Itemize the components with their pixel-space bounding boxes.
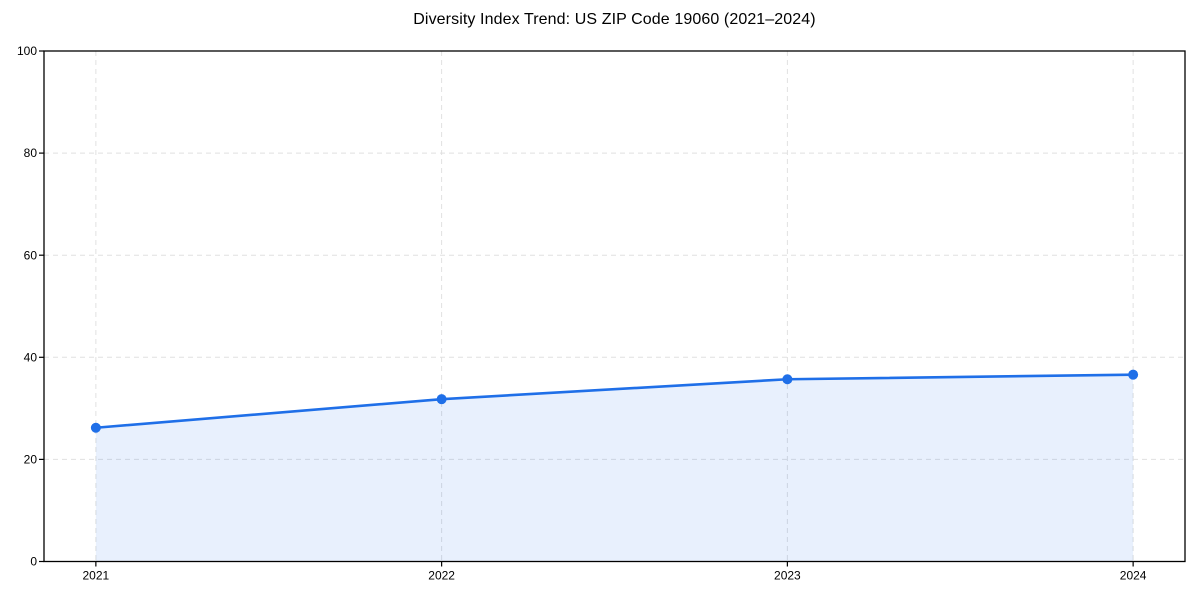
x-tick-label: 2021 — [83, 569, 110, 583]
y-tick-label: 80 — [24, 146, 38, 160]
x-tick-label: 2022 — [428, 569, 455, 583]
chart-title: Diversity Index Trend: US ZIP Code 19060… — [413, 11, 816, 28]
x-tick-label: 2024 — [1120, 569, 1147, 583]
plot-frame — [43, 50, 1186, 563]
y-tick-label: 100 — [17, 44, 37, 58]
y-tick-label: 40 — [24, 350, 38, 364]
data-point-marker — [436, 394, 447, 405]
y-tick-label: 20 — [24, 452, 38, 466]
y-tick-label: 0 — [30, 555, 37, 569]
data-point-marker — [1128, 369, 1139, 380]
y-tick-label: 60 — [24, 248, 38, 262]
area-fill — [95, 374, 1134, 562]
data-point-marker — [782, 374, 793, 385]
x-tick-label: 2023 — [774, 569, 801, 583]
trend-line — [94, 373, 1135, 430]
data-point-marker — [90, 422, 101, 433]
